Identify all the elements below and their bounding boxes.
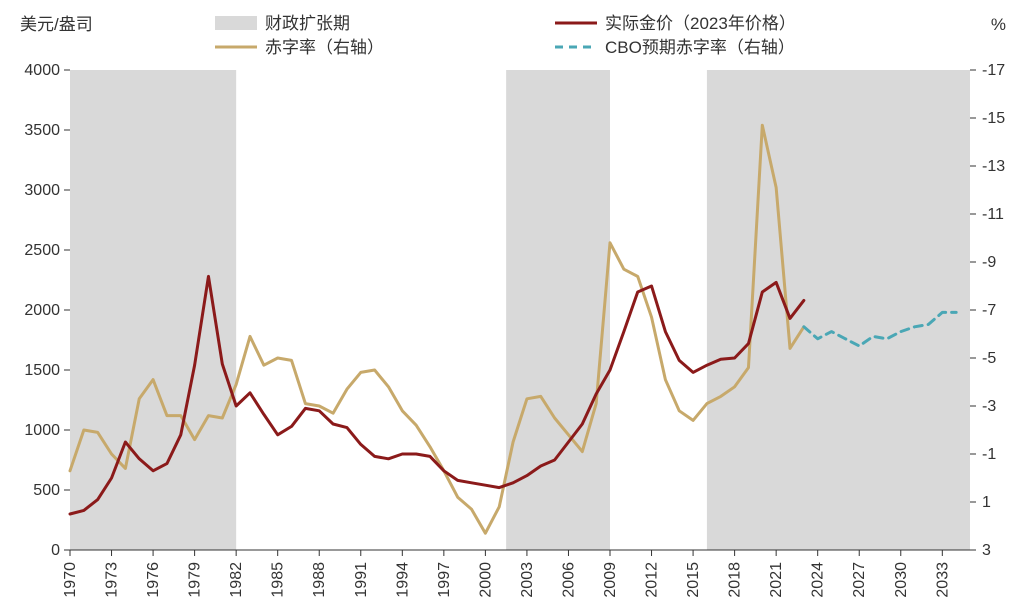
right-axis-label: % — [991, 15, 1006, 34]
x-tick-label: 2012 — [644, 562, 661, 598]
x-tick-label: 1985 — [270, 562, 287, 598]
left-tick-label: 2500 — [24, 242, 60, 259]
legend-swatch — [215, 16, 257, 30]
right-tick-label: -15 — [982, 110, 1005, 127]
x-tick-label: 2006 — [560, 562, 577, 598]
right-tick-label: -17 — [982, 62, 1005, 79]
x-tick-label: 1988 — [311, 562, 328, 598]
chart-svg: 0 500 1000 1500 2000 2500 3000 3500 4000 -17 -15 -1… — [0, 0, 1024, 603]
x-tick-label: 2018 — [727, 562, 744, 598]
x-tick-label: 2009 — [602, 562, 619, 598]
legend-label: CBO预期赤字率（右轴） — [605, 38, 795, 57]
right-tick-label: -7 — [982, 302, 996, 319]
left-tick-label: 2000 — [24, 302, 60, 319]
shaded-period — [707, 70, 970, 550]
x-tick-label: 1970 — [62, 562, 79, 598]
x-tick-label: 1997 — [436, 562, 453, 598]
x-tick-label: 1973 — [104, 562, 121, 598]
left-axis-label: 美元/盎司 — [20, 15, 93, 34]
left-tick-label: 0 — [51, 542, 60, 559]
x-tick-label: 2030 — [893, 562, 910, 598]
right-tick-label: 1 — [982, 494, 991, 511]
left-tick-label: 1000 — [24, 422, 60, 439]
right-tick-label: -11 — [982, 206, 1004, 223]
right-tick-label: -9 — [982, 254, 996, 271]
left-tick-label: 4000 — [24, 62, 60, 79]
left-tick-label: 500 — [33, 482, 60, 499]
right-tick-label: -1 — [982, 446, 996, 463]
legend-label: 财政扩张期 — [265, 14, 350, 33]
x-tick-label: 1982 — [228, 562, 245, 598]
x-tick-label: 1994 — [394, 562, 411, 598]
x-tick-label: 2033 — [934, 562, 951, 598]
left-tick-label: 1500 — [24, 362, 60, 379]
right-tick-label: 3 — [982, 542, 991, 559]
x-tick-label: 2027 — [851, 562, 868, 598]
x-tick-label: 2021 — [768, 562, 785, 598]
x-tick-label: 2003 — [519, 562, 536, 598]
x-tick-label: 2024 — [810, 562, 827, 598]
legend-label: 赤字率（右轴） — [265, 38, 384, 57]
left-tick-label: 3500 — [24, 122, 60, 139]
x-tick-label: 1991 — [353, 562, 370, 598]
shaded-period — [70, 70, 236, 550]
right-tick-label: -3 — [982, 398, 996, 415]
x-tick-label: 1979 — [187, 562, 204, 598]
chart-container: 0 500 1000 1500 2000 2500 3000 3500 4000 -17 -15 -1… — [0, 0, 1024, 603]
x-tick-label: 2000 — [477, 562, 494, 598]
right-tick-label: -13 — [982, 158, 1005, 175]
legend-label: 实际金价（2023年价格） — [605, 14, 796, 33]
left-tick-label: 3000 — [24, 182, 60, 199]
x-tick-label: 2015 — [685, 562, 702, 598]
x-tick-label: 1976 — [145, 562, 162, 598]
right-tick-label: -5 — [982, 350, 996, 367]
